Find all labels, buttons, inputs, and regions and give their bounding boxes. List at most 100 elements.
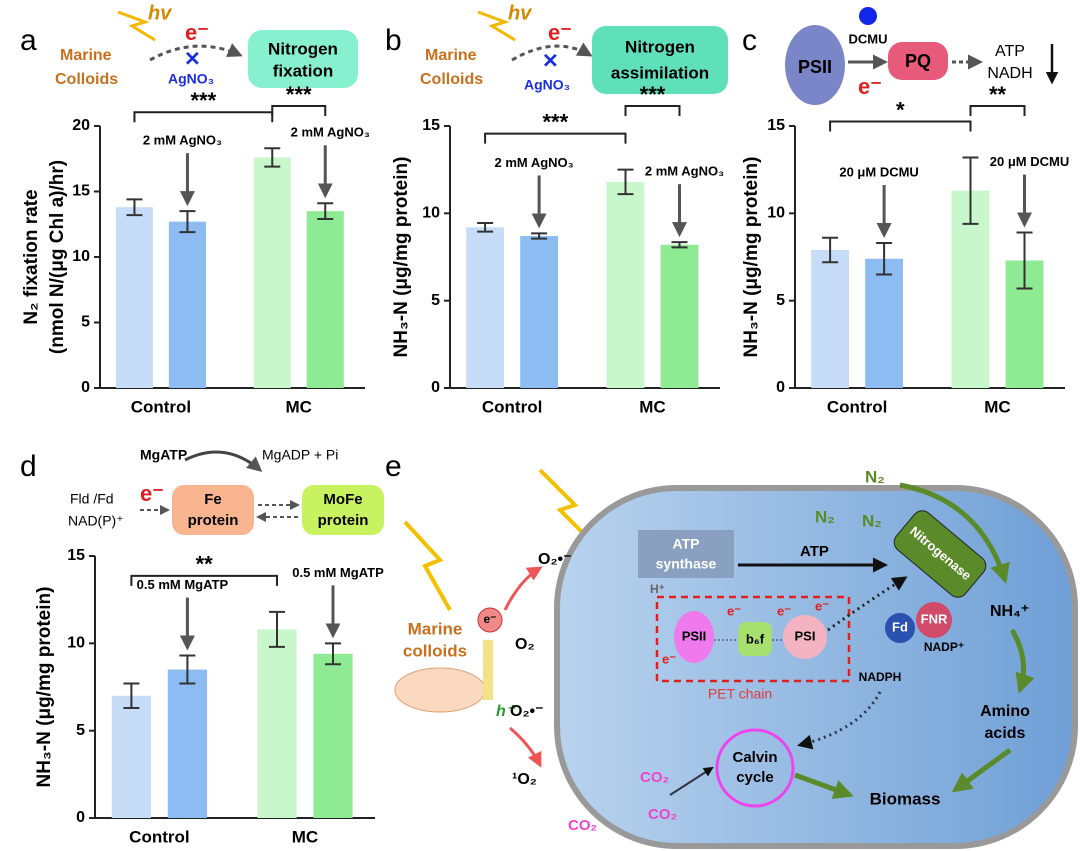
y-axis-label: NH₃-N (μg/mg protein) xyxy=(34,587,55,788)
label: PSI xyxy=(795,628,816,643)
label: ATP xyxy=(995,43,1025,60)
colloid xyxy=(394,667,486,713)
label: acids xyxy=(985,725,1026,742)
y-tick-label: 5 xyxy=(431,292,440,309)
label: e⁻ xyxy=(662,651,676,666)
label: Nitrogen xyxy=(268,39,338,58)
label: PSII xyxy=(798,57,832,77)
label: Marine xyxy=(408,619,463,638)
treatment-label: 2 mM AgNO₃ xyxy=(143,133,222,148)
label: cycle xyxy=(736,769,774,786)
star xyxy=(859,7,877,25)
error-bar xyxy=(269,610,285,648)
error-bar xyxy=(264,147,281,168)
bar xyxy=(313,653,353,818)
y-tick-label: 10 xyxy=(72,248,90,265)
panel-label: b xyxy=(385,24,402,57)
x-tick-label: MC xyxy=(292,827,318,846)
bar xyxy=(606,181,645,388)
arrow xyxy=(509,726,542,768)
label: MgATP xyxy=(140,447,187,463)
x-tick-label: MC xyxy=(984,397,1010,416)
bar xyxy=(167,669,207,818)
label: e⁻ xyxy=(777,603,791,618)
label: Amino xyxy=(980,703,1030,720)
label: NADH xyxy=(987,65,1032,82)
label: DCMU xyxy=(849,31,888,46)
y-axis-label: N₂ fixation rate xyxy=(21,189,42,324)
significance-bracket xyxy=(130,574,278,586)
electron: e⁻ xyxy=(185,20,209,45)
treatment-label: 2 mM AgNO₃ xyxy=(494,155,573,170)
label: Fe xyxy=(204,491,222,508)
label: MgADP + Pi xyxy=(262,447,338,463)
label: fixation xyxy=(273,61,333,80)
label: protein xyxy=(188,512,239,529)
error-bar xyxy=(477,221,494,233)
bar xyxy=(811,250,849,388)
treatment-label: 20 μM DCMU xyxy=(990,154,1069,169)
label: O₂•⁻ xyxy=(510,703,544,720)
pet-box xyxy=(655,595,851,683)
arrow xyxy=(511,42,593,62)
hv: hv xyxy=(508,2,533,24)
y-axis-label: NH₃-N (μg/mg protein) xyxy=(741,157,762,358)
error-bar xyxy=(179,210,196,234)
electron: e⁻ xyxy=(140,481,164,506)
label: PET chain xyxy=(708,686,772,702)
scheme-e: Marine colloids e⁻ h⁺ O₂•⁻ O₂ O₂•⁻ ¹O₂ A… xyxy=(394,467,1078,849)
label: Nitrogen xyxy=(625,37,695,56)
y-tick-label: 15 xyxy=(767,117,785,134)
label: e⁻ xyxy=(483,612,496,626)
x-tick-label: Control xyxy=(827,397,887,416)
lightning xyxy=(117,10,156,42)
arrow xyxy=(1009,628,1035,694)
label: synthase xyxy=(656,556,717,572)
scheme-b: hv e⁻ Marine Colloids ✕ AgNO₃ Nitrogen a… xyxy=(420,2,728,94)
label: PSII xyxy=(682,628,707,643)
label: H⁺ xyxy=(650,582,665,596)
label: ATP xyxy=(800,543,829,560)
treatment-label: 2 mM AgNO₃ xyxy=(645,164,724,179)
panel-label: e xyxy=(385,450,402,483)
bar xyxy=(253,157,291,388)
significance-label: ** xyxy=(196,552,214,577)
arrow xyxy=(184,450,263,472)
label: Fd xyxy=(892,619,908,634)
panel-labels: a b c d e xyxy=(20,24,757,483)
panel-label: a xyxy=(20,24,37,57)
y-tick-label: 15 xyxy=(67,547,85,564)
y-axis-label: NH₃-N (μg/mg protein) xyxy=(391,157,412,358)
label: NADP⁺ xyxy=(924,640,964,654)
x-tick-label: Control xyxy=(129,827,189,846)
cell xyxy=(554,485,1078,849)
error-bar xyxy=(671,241,688,249)
label: h⁺ xyxy=(496,703,516,720)
error-bar xyxy=(123,682,140,709)
label: PQ xyxy=(905,51,931,71)
significance-bracket xyxy=(484,132,627,144)
label: O₂•⁻ xyxy=(538,551,572,568)
arrow xyxy=(951,747,1012,793)
y-tick-label: 15 xyxy=(72,183,90,200)
electron-circle xyxy=(477,607,503,633)
error-bar xyxy=(962,156,979,225)
y-tick-label: 5 xyxy=(76,722,85,739)
atp-synthase xyxy=(638,530,734,578)
fnr xyxy=(916,602,952,638)
arrow xyxy=(669,766,714,796)
treatment-label: 0.5 mM MgATP xyxy=(137,577,229,592)
error-bar xyxy=(179,654,196,685)
label: e⁻ xyxy=(727,603,741,618)
label: MoFe xyxy=(323,491,362,508)
x-tick-label: MC xyxy=(639,397,665,416)
label: Colloids xyxy=(420,71,483,88)
error-bar xyxy=(317,202,334,221)
electron: e⁻ xyxy=(548,20,572,45)
label: ¹O₂ xyxy=(512,771,537,788)
y-tick-label: 0 xyxy=(776,379,785,396)
arrow xyxy=(827,576,908,632)
significance-label: *** xyxy=(286,82,312,107)
label: NADPH xyxy=(859,670,902,684)
